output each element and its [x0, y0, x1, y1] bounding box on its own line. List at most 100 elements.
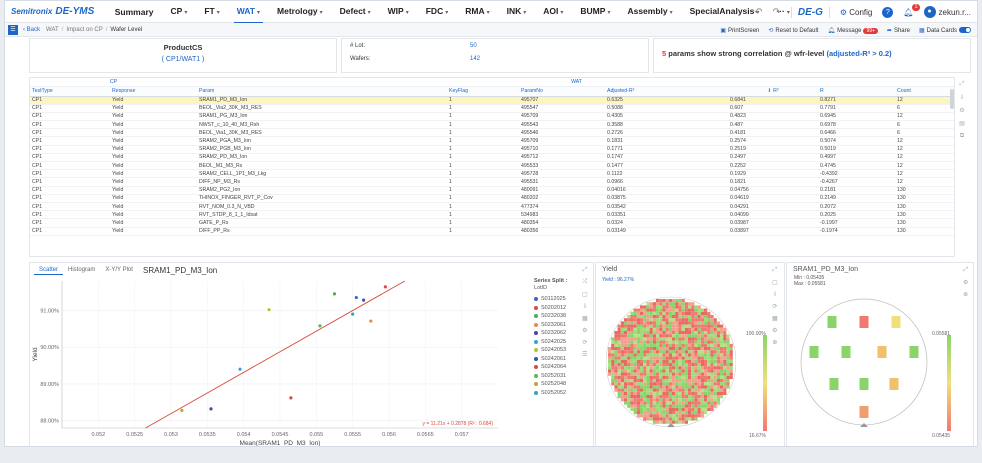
table-row[interactable]: CP1 Yield SRAM2_CELL_1P1_M3_Lkg 1 495728 0.11… [30, 169, 954, 179]
legend-item[interactable]: S0242061 [534, 355, 567, 364]
list-icon[interactable]: ☰ [582, 352, 588, 358]
table-row[interactable]: CP1 Yield SRAM2_PGB_M3_Ion 1 495710 0.1771 0.2… [30, 145, 954, 154]
scatter-point[interactable] [351, 312, 355, 316]
scatter-point[interactable] [383, 285, 387, 289]
expand-icon[interactable]: ⤢ [582, 267, 588, 273]
menu-item-12[interactable]: Assembly ▾ [619, 1, 681, 24]
table-row[interactable]: CP1 Yield BEOL_Via1_30K_M3_RES 1 495546 0.272… [30, 128, 954, 138]
menu-item-14[interactable]: ··· ▾ [768, 1, 799, 24]
site-cell[interactable] [829, 378, 839, 390]
legend-item[interactable]: S0252048 [534, 380, 567, 389]
tab-scatter[interactable]: Scatter [34, 266, 64, 275]
column-header[interactable]: TestType [30, 86, 110, 97]
menu-item-13[interactable]: SpecialAnalysis ▾ [681, 1, 768, 24]
share-button[interactable]: ➦ Share [887, 27, 910, 34]
scatter-point[interactable] [238, 367, 242, 371]
zoom-icon[interactable]: ⊕ [963, 292, 969, 298]
table-icon[interactable]: ▦ [772, 316, 778, 322]
site-cell[interactable] [809, 346, 819, 358]
legend-item[interactable]: S0242053 [534, 346, 567, 355]
zoom-icon[interactable]: ⊕ [772, 340, 778, 346]
printscreen-button[interactable]: ▣ PrintScreen [720, 27, 759, 34]
column-header[interactable]: Param [197, 86, 447, 97]
user-menu[interactable]: ● zekun.r... [923, 6, 971, 18]
help-icon[interactable]: ? [882, 6, 894, 18]
param-wafer-map[interactable] [792, 267, 942, 447]
export-icon[interactable]: ⇩ [582, 304, 588, 310]
back-button[interactable]: ‹ Back [23, 26, 41, 33]
settings-icon[interactable]: ⚙ [772, 328, 778, 334]
columns-icon[interactable]: ▤ [959, 121, 965, 127]
toggle-switch[interactable] [959, 26, 971, 33]
crumb-impact-on-cp[interactable]: Impact on CP [66, 26, 103, 33]
undo-icon[interactable]: ↶ [754, 6, 763, 18]
scatter-point[interactable] [289, 396, 293, 400]
table-row[interactable]: CP1 Yield SRAM2_PG2_Ion 1 480091 0.04016 0.047… [30, 186, 954, 195]
expand-icon[interactable]: ⤢ [959, 81, 965, 87]
legend-item[interactable]: S0242025 [534, 338, 567, 347]
settings-icon[interactable]: ⚙ [959, 108, 965, 114]
menu-item-7[interactable]: FDC ▾ [417, 1, 457, 24]
deg-product-link[interactable]: DE-G [790, 6, 830, 18]
copy-icon[interactable]: ⧉ [959, 133, 965, 139]
legend-item[interactable]: S0202012 [534, 304, 567, 313]
table-row[interactable]: CP1 Yield SRAM2_PGA_M3_Ion 1 495709 0.1831 0.2… [30, 136, 954, 146]
column-header[interactable]: ParamNo [519, 86, 605, 97]
data-cards-toggle[interactable]: ▦ Data Cards [919, 26, 971, 34]
export-icon[interactable]: ⇩ [959, 95, 965, 101]
site-cell[interactable] [859, 378, 869, 390]
menu-item-11[interactable]: BUMP ▾ [572, 1, 619, 24]
column-header[interactable]: ⬇ R² [728, 86, 818, 97]
refresh-icon[interactable]: ⟳ [772, 304, 778, 310]
site-cell[interactable] [841, 346, 851, 358]
menu-item-4[interactable]: Metrology ▾ [269, 1, 332, 24]
refresh-icon[interactable]: ⟳ [582, 340, 588, 346]
site-cell[interactable] [889, 378, 899, 390]
table-row[interactable]: CP1 Yield DIFF_NP_M3_Rs 1 495531 0.0966 0.1821… [30, 177, 954, 187]
brand[interactable]: Semitronix DE-YMS [11, 6, 94, 17]
menu-item-0[interactable]: Summary [106, 1, 162, 23]
menu-toggle-icon[interactable]: ☰ [8, 24, 18, 35]
redo-icon[interactable]: ↷ [772, 6, 781, 18]
legend-item[interactable]: S0252052 [534, 389, 567, 398]
select-icon[interactable]: ▢ [582, 292, 588, 298]
menu-item-10[interactable]: AOI ▾ [535, 1, 572, 24]
legend-item[interactable]: S0232038 [534, 312, 567, 321]
scatter-point[interactable] [318, 324, 322, 328]
legend-item[interactable]: S0242064 [534, 363, 567, 372]
site-cell[interactable] [891, 316, 901, 328]
table-row[interactable]: CP1 Yield BEOL_M1_M3_Rs 1 495533 0.1477 0.2252… [30, 161, 954, 171]
scatter-point[interactable] [209, 407, 213, 411]
yield-wafer-map[interactable] [606, 267, 736, 447]
menu-item-6[interactable]: WIP ▾ [379, 1, 417, 24]
expand-icon[interactable]: ⤢ [963, 267, 969, 273]
site-cell[interactable] [877, 346, 887, 358]
table-row[interactable]: CP1 Yield SRAM1_PD_M3_Ion 1 495707 0.6325 0.68… [30, 96, 954, 105]
notification-button[interactable]: 🔔︎ 1 [903, 3, 920, 17]
menu-item-9[interactable]: INK ▾ [498, 1, 535, 24]
site-cell[interactable] [859, 406, 869, 418]
scatter-point[interactable] [180, 408, 184, 412]
export-icon[interactable]: ⇩ [772, 292, 778, 298]
config-button[interactable]: ⚙ Config [840, 8, 873, 17]
legend-item[interactable]: S0112025 [534, 295, 567, 304]
legend-item[interactable]: S0252031 [534, 372, 567, 381]
menu-item-2[interactable]: FT ▾ [196, 1, 228, 24]
menu-item-5[interactable]: Defect ▾ [331, 1, 379, 24]
scatter-point[interactable] [354, 295, 358, 300]
column-header[interactable]: R [818, 86, 895, 97]
column-header[interactable]: Count [895, 86, 954, 97]
table-row[interactable]: CP1 Yield BEOL_Via2_30K_M3_RES 1 495547 0.508… [30, 104, 954, 113]
scatter-point[interactable] [361, 298, 366, 302]
column-header[interactable]: KeyFlag [447, 86, 519, 97]
table-row[interactable]: CP1 Yield THINOX_FINGER_RVT_P_Cov 1 480202 0.… [30, 194, 954, 203]
sort-desc-icon[interactable]: ⬇ [767, 88, 774, 94]
site-cell[interactable] [909, 346, 919, 358]
column-header[interactable]: Response [110, 86, 197, 97]
menu-item-1[interactable]: CP ▾ [162, 1, 196, 24]
legend-item[interactable]: S0232062 [534, 329, 567, 338]
menu-item-8[interactable]: RMA ▾ [457, 1, 498, 24]
table-row[interactable]: CP1 Yield RVT_NOM_0.3_N_VBD 1 477374 0.03542 0… [30, 202, 954, 212]
expand-icon[interactable]: ⤢ [772, 267, 778, 273]
table-row[interactable]: CP1 Yield GATE_P_Rs 1 480354 0.0324 0.03987 -0.… [30, 218, 954, 228]
